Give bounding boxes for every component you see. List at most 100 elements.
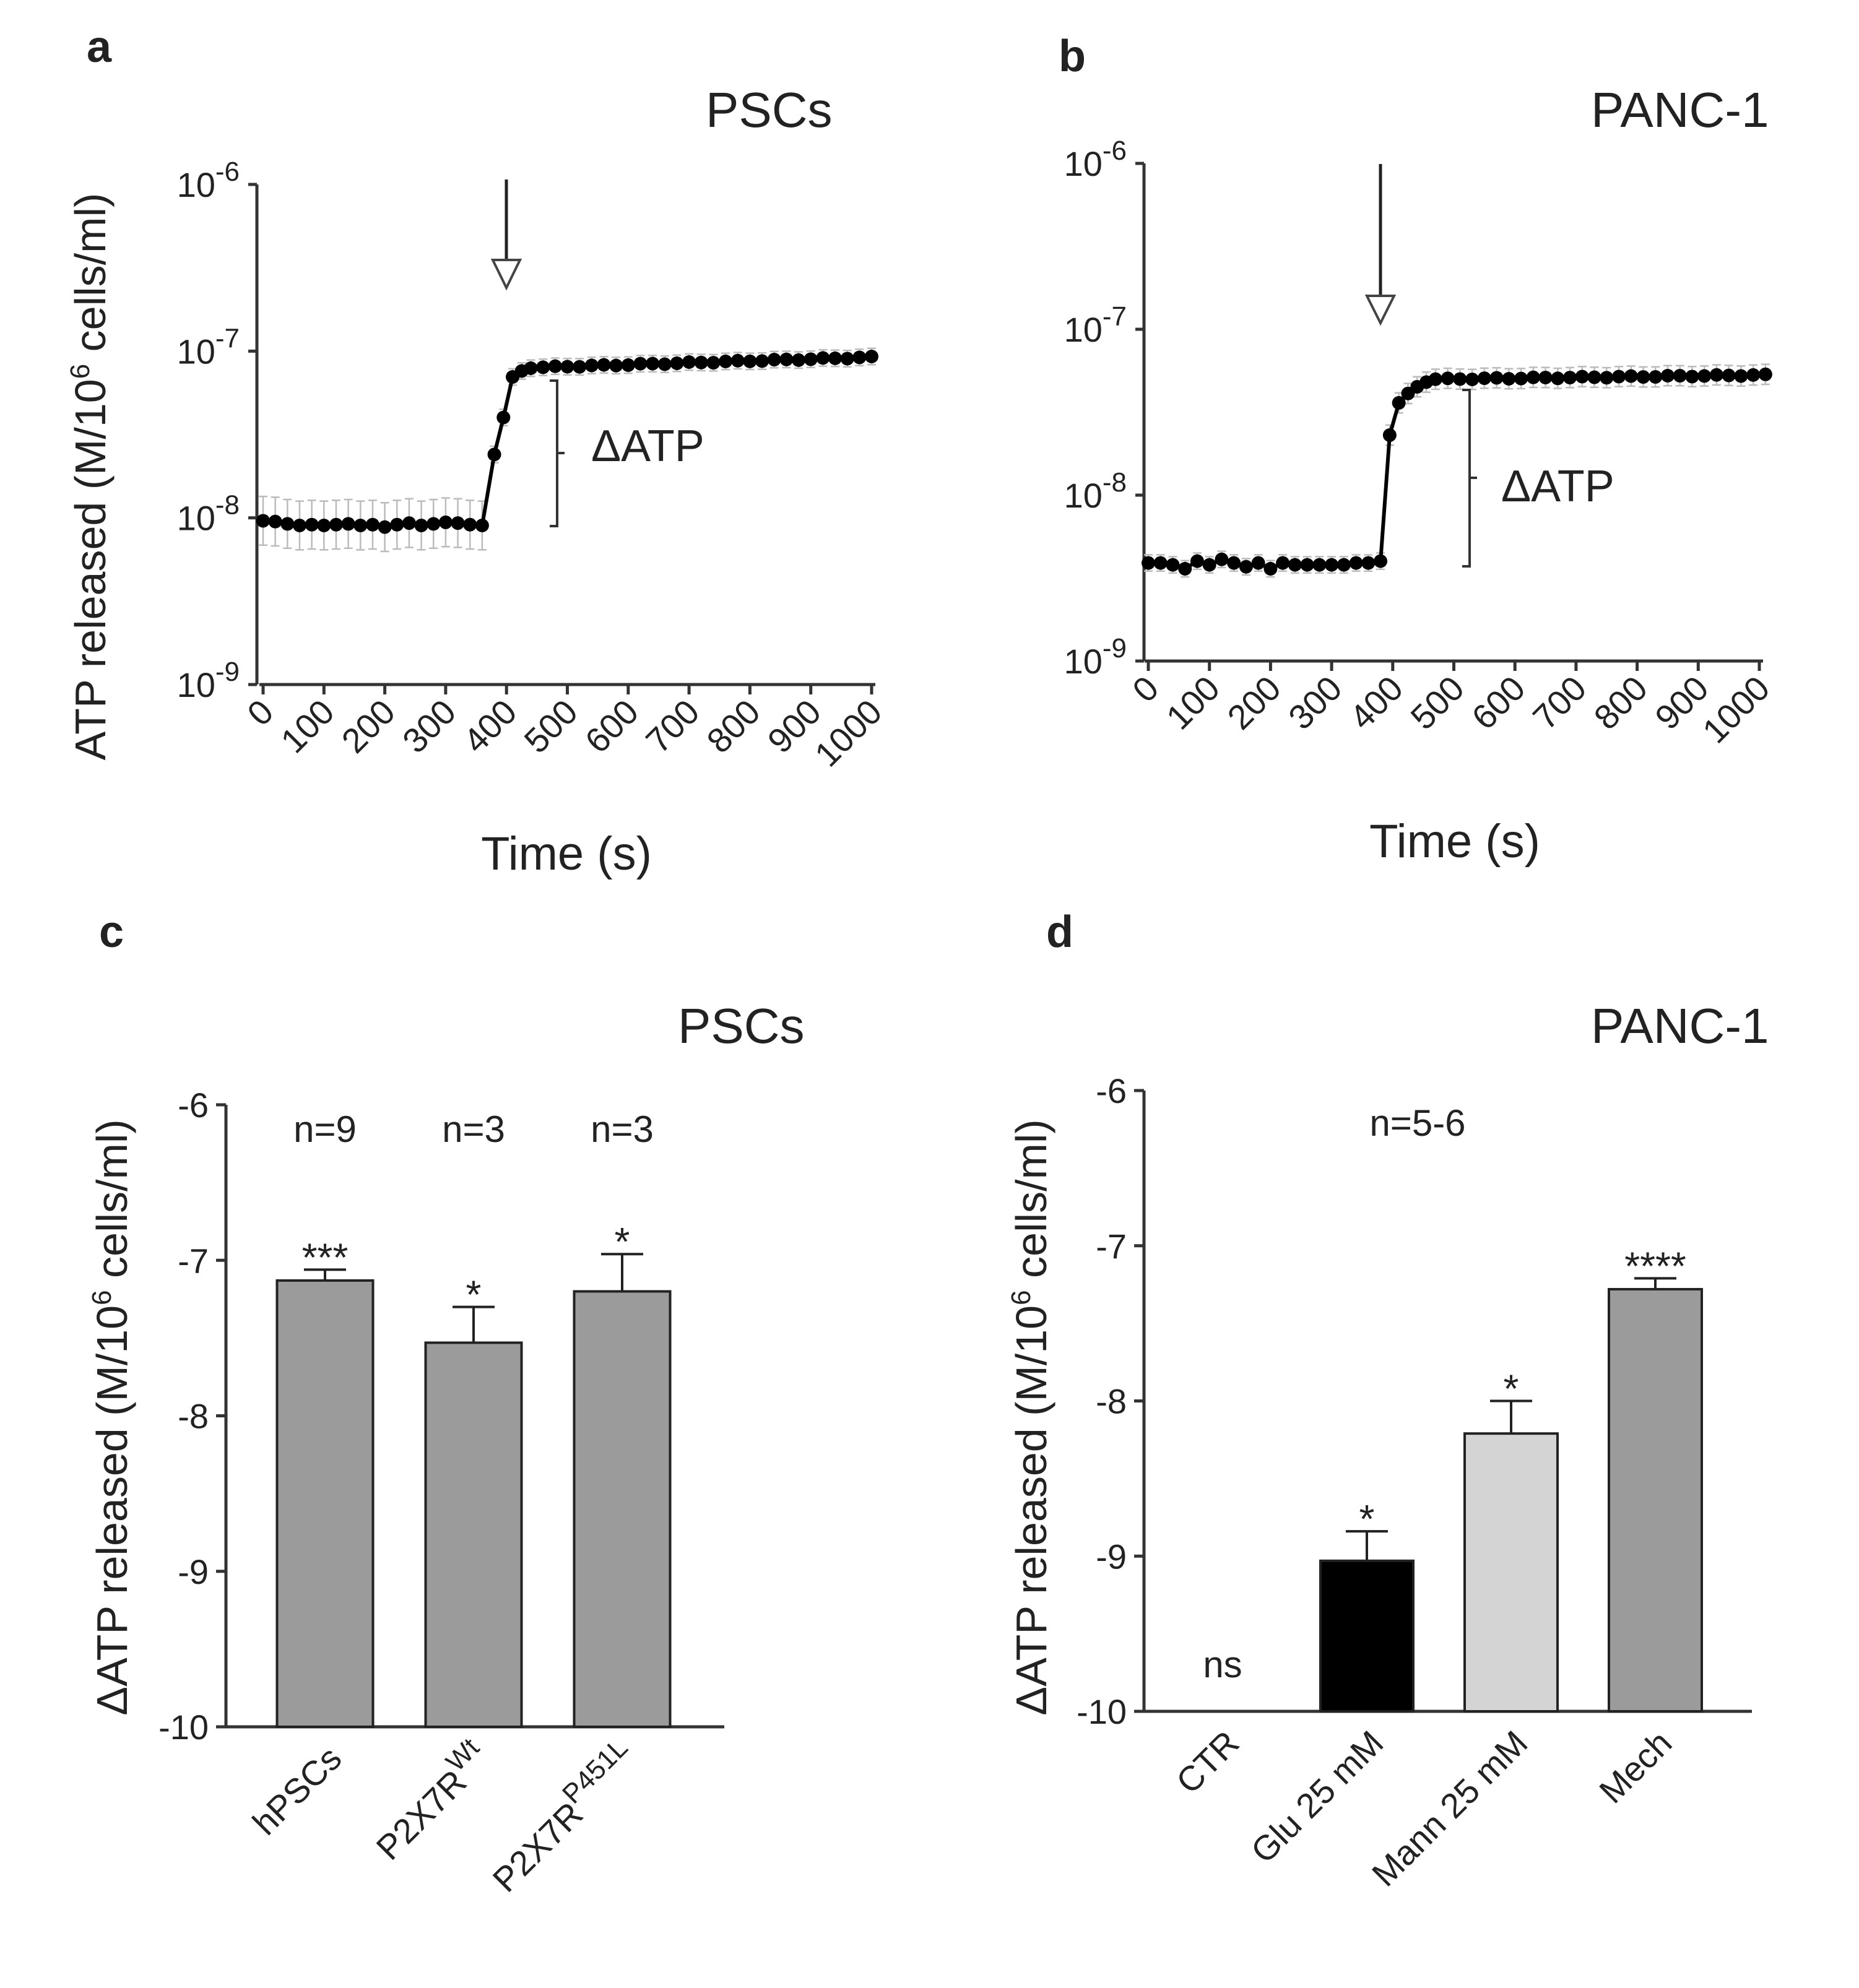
axes-b: 10-9 10-8 10-7 10-6 010020030040050060070080… [1064,136,1777,751]
data-point-b-21 [1392,395,1406,410]
y-tick-label-a-3: 10-6 [177,157,240,204]
data-point-b-37 [1575,370,1589,384]
x-tick-label-a-4: 400 [456,692,524,761]
data-point-a-36 [682,355,696,370]
series-line-a [262,355,872,529]
y-tick-label-b-3: 10-6 [1064,136,1127,183]
n-label-c-1: n=3 [442,1109,505,1150]
panel-letter-a: a [87,22,112,72]
significance-d-3: **** [1624,1243,1686,1288]
data-point-b-1 [1153,556,1168,570]
x-axis-label-a: Time (s) [481,828,652,880]
data-point-a-24 [536,360,550,374]
data-point-a-25 [548,359,562,373]
data-point-a-26 [560,360,574,374]
bar-d-1 [1319,1559,1415,1713]
data-point-a-3 [292,518,306,532]
series-line-b [1148,372,1766,571]
data-point-b-46 [1685,370,1699,384]
data-point-a-7 [341,517,355,531]
category-label-c-1: P2X7RWt [363,1732,498,1867]
data-point-b-27 [1453,372,1467,386]
y-tick-label-c-2: -8 [178,1397,209,1436]
x-tick-label-b-0: 0 [1125,668,1166,710]
data-point-b-26 [1441,371,1455,386]
data-point-b-18 [1361,556,1376,570]
data-point-b-30 [1489,371,1504,385]
delta-atp-label-b: ΔATP [1501,462,1614,511]
data-point-a-44 [779,352,794,366]
bar-c-1 [424,1341,523,1729]
delta-atp-label-a: ΔATP [591,421,704,471]
bracket-a [550,379,565,527]
data-point-b-44 [1660,369,1675,383]
significance-d-1: * [1359,1497,1375,1541]
panel-c: c PSCs ΔATP released (M/106 cells/ml) -1… [87,907,805,1899]
x-tick-label-a-6: 600 [578,692,646,761]
y-tick-label-d-1: -9 [1096,1537,1127,1576]
data-point-b-7 [1227,556,1241,570]
data-point-b-45 [1673,369,1687,383]
data-point-b-41 [1624,369,1638,383]
data-point-b-52 [1758,367,1772,381]
data-point-a-37 [694,355,708,370]
data-points-a [256,349,878,534]
x-tick-label-a-8: 800 [699,692,768,761]
data-point-a-18 [475,518,489,532]
category-label-d-1: Glu 25 mM [1243,1723,1390,1870]
data-point-b-40 [1611,370,1626,384]
x-tick-label-a-7: 700 [638,692,707,761]
bar-d-2 [1463,1432,1559,1713]
n-label-c-0: n=9 [293,1109,357,1150]
data-point-b-28 [1465,373,1480,387]
category-label-d-3: Mech [1592,1723,1679,1810]
data-point-b-13 [1300,558,1314,572]
data-point-a-20 [496,410,511,425]
data-point-b-34 [1538,370,1553,384]
data-point-b-48 [1709,368,1723,382]
data-point-a-43 [767,353,781,367]
data-point-a-42 [755,354,769,368]
y-tick-label-c-1: -9 [178,1552,209,1591]
data-point-b-29 [1477,371,1491,386]
data-point-a-41 [743,354,757,368]
n-label-d: n=5-6 [1369,1102,1465,1144]
y-axis-label-d: ΔATP released (M/106 cells/ml) [1006,1119,1055,1715]
category-label-c-0: hPSCs [245,1739,349,1843]
y-tick-label-a-0: 10-9 [177,657,240,704]
data-point-a-28 [584,358,599,373]
panel-letter-d: d [1046,907,1073,957]
arrow-head-a [490,259,522,291]
stimulus-arrow-a [490,179,522,291]
y-tick-label-a-2: 10-7 [177,323,240,371]
data-point-b-32 [1514,371,1528,386]
x-tick-label-b-2: 200 [1220,668,1288,737]
data-point-a-48 [828,351,843,365]
data-point-b-11 [1276,556,1290,570]
data-point-a-5 [317,518,331,532]
data-point-b-31 [1502,371,1516,386]
data-point-a-1 [268,514,282,529]
panel-a: a PSCs ATP released (M/106 cells/ml) Tim… [65,22,889,880]
x-tick-label-b-7: 700 [1525,668,1594,737]
data-point-a-0 [256,514,270,528]
data-point-b-16 [1337,558,1351,572]
y-tick-label-d-0: -10 [1077,1692,1127,1731]
data-point-b-3 [1178,561,1192,576]
data-point-a-47 [816,351,830,365]
data-point-b-38 [1587,370,1601,384]
data-point-a-16 [451,516,465,530]
data-point-a-38 [706,356,721,370]
category-label-d-2: Mann 25 mM [1364,1723,1535,1894]
data-point-a-2 [280,517,295,531]
stimulus-arrow-b [1364,164,1397,326]
data-point-b-25 [1428,372,1442,386]
data-point-b-39 [1600,371,1614,385]
data-point-b-43 [1649,370,1663,384]
delta-bracket-a: ΔATP [550,379,704,527]
x-tick-label-b-3: 300 [1281,668,1350,737]
chart-title-a: PSCs [706,82,833,137]
data-point-b-5 [1202,558,1216,572]
data-point-a-15 [438,515,453,529]
